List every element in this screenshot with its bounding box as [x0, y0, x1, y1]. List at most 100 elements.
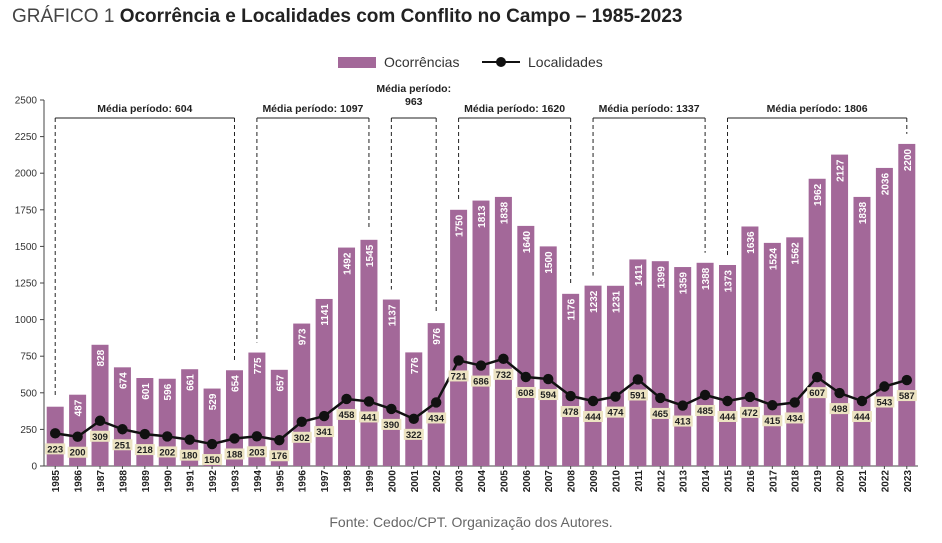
line-label-box — [403, 428, 424, 440]
line-label-box — [471, 375, 491, 387]
bar-value-label: 1545 — [365, 244, 376, 267]
x-tick-label: 2010 — [611, 470, 622, 493]
line-value-label: 608 — [518, 388, 534, 399]
line-point-1991 — [184, 434, 195, 445]
line-point-1997 — [318, 410, 330, 422]
line-point-2002 — [430, 397, 442, 408]
average-label: Média período: 1806 — [767, 103, 868, 115]
x-tick-label: 1994 — [253, 470, 264, 493]
line-value-label: 309 — [92, 432, 108, 443]
bar-2020 — [831, 154, 849, 467]
bar-2003 — [450, 209, 468, 467]
line-label-box — [583, 410, 604, 422]
bar-value-label: 1373 — [724, 270, 735, 293]
line-label-box — [448, 370, 469, 382]
bar-value-label: 601 — [141, 383, 152, 400]
x-tick-label: 2023 — [903, 470, 914, 493]
bar-value-label: 973 — [298, 328, 309, 345]
line-value-label: 543 — [876, 398, 892, 409]
line-point-1999 — [363, 396, 375, 407]
legend-label-ocorrencias: Ocorrências — [384, 54, 460, 70]
line-label-box — [224, 448, 245, 460]
average-label: Média período: — [376, 83, 451, 95]
x-tick-label: 2007 — [544, 470, 555, 493]
line-value-label: 218 — [137, 445, 153, 456]
line-value-label: 607 — [809, 388, 825, 399]
x-tick-label: 2013 — [679, 470, 690, 493]
bar-value-label: 2200 — [903, 148, 914, 171]
y-tick-label: 1250 — [15, 279, 38, 290]
bar-value-label: 1492 — [343, 252, 354, 275]
line-point-1986 — [72, 431, 83, 442]
line-point-2019 — [811, 371, 823, 383]
line-label-box — [739, 406, 760, 418]
legend-item-ocorrencias: Ocorrências — [338, 54, 459, 70]
line-label-box — [179, 449, 200, 461]
bar-value-label: 661 — [186, 374, 197, 391]
bar-2010 — [606, 285, 624, 466]
bar-value-label: 1838 — [499, 201, 510, 224]
x-tick-label: 1998 — [343, 470, 354, 493]
bar-value-label: 828 — [96, 349, 107, 366]
x-tick-label: 2018 — [791, 470, 802, 493]
line-point-2009 — [587, 395, 599, 407]
x-tick-label: 1985 — [51, 470, 62, 493]
y-tick-label: 750 — [20, 352, 37, 363]
x-tick-label: 2022 — [880, 470, 891, 493]
bar-value-label: 1962 — [813, 183, 824, 206]
bar-value-label: 596 — [163, 383, 174, 400]
y-tick-label: 2500 — [15, 96, 38, 107]
line-value-label: 434 — [428, 413, 445, 424]
line-label-box — [426, 412, 447, 424]
y-tick-label: 250 — [20, 425, 37, 436]
line-point-1988 — [117, 424, 128, 435]
line-value-label: 434 — [787, 413, 804, 424]
x-tick-label: 1996 — [298, 470, 309, 493]
line-label-box — [358, 411, 379, 423]
line-value-label: 188 — [227, 449, 243, 460]
x-tick-label: 2005 — [499, 470, 510, 493]
x-tick-label: 1989 — [141, 470, 152, 493]
bar-2014 — [696, 262, 714, 466]
bar-2002 — [427, 323, 445, 466]
line-label-box — [829, 403, 850, 415]
line-value-label: 180 — [182, 451, 198, 462]
line-point-2000 — [386, 403, 397, 415]
bar-2016 — [741, 226, 759, 466]
line-value-label: 591 — [630, 390, 647, 401]
x-tick-label: 2004 — [477, 470, 488, 493]
bar-value-label: 1137 — [387, 304, 398, 326]
bar-value-label: 1500 — [544, 251, 555, 274]
chart-source: Fonte: Cedoc/CPT. Organização dos Autore… — [329, 514, 613, 530]
line-point-2010 — [610, 391, 621, 402]
x-tick-label: 2001 — [410, 470, 421, 493]
line-value-label: 478 — [563, 407, 579, 418]
line-point-1989 — [139, 428, 151, 440]
line-value-label: 202 — [159, 447, 175, 458]
line-label-box — [493, 368, 514, 380]
line-label-box — [874, 396, 895, 408]
bar-value-label: 1388 — [701, 267, 712, 290]
x-tick-label: 1990 — [163, 470, 174, 493]
average-bracket: Média período: 1806 — [727, 103, 908, 255]
legend-item-localidades: Localidades — [482, 54, 603, 70]
bar-2012 — [651, 261, 669, 466]
legend-line-swatch — [482, 56, 520, 68]
average-bracket: Média período: 1620 — [458, 103, 572, 284]
bar-value-label: 674 — [118, 372, 129, 389]
line-point-2003 — [453, 355, 464, 366]
line-point-1987 — [94, 415, 106, 426]
line-point-2017 — [767, 400, 778, 411]
line-point-2001 — [408, 413, 419, 425]
line-value-label: 200 — [70, 448, 86, 459]
line-label-box — [717, 410, 738, 422]
line-point-1992 — [206, 438, 218, 450]
y-tick-label: 1000 — [15, 315, 38, 326]
line-label-box — [672, 415, 693, 427]
line-point-2007 — [543, 373, 554, 385]
bar-value-label: 1141 — [320, 304, 331, 326]
bar-2011 — [629, 259, 647, 466]
line-point-1993 — [229, 433, 240, 444]
chart-legend: Ocorrências Localidades — [0, 54, 942, 74]
